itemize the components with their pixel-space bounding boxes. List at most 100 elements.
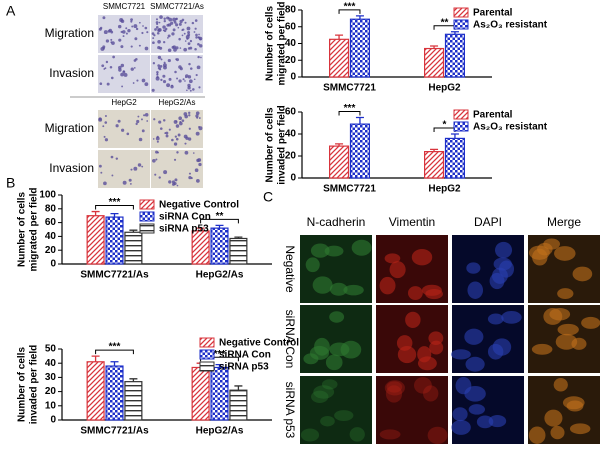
- error-bar: [234, 385, 243, 391]
- x-tick-label: SMMC7721: [323, 83, 376, 94]
- error-bar: [430, 148, 439, 152]
- y-tick-label: 20: [285, 55, 297, 66]
- y-tick-label: 100: [39, 190, 56, 201]
- significance-bracket: [95, 349, 134, 355]
- y-axis-label: Number of cells: [265, 6, 276, 81]
- legend-swatch: [453, 7, 469, 18]
- y-tick-label: 10: [45, 400, 57, 411]
- legend-label: siRNA Con: [219, 350, 271, 361]
- legend-label: Parental: [473, 110, 513, 121]
- significance-bracket: [95, 205, 134, 210]
- column-label: SMMC7721/As: [150, 2, 204, 11]
- y-axis-label: migrated per field: [29, 188, 40, 272]
- bar: [229, 237, 248, 265]
- x-tick-label: HepG2: [428, 184, 461, 195]
- significance-bracket: [338, 111, 361, 116]
- column-label: Merge: [547, 215, 581, 229]
- error-bar: [129, 229, 138, 233]
- legend-swatch: [453, 109, 469, 120]
- y-tick-label: 30: [45, 372, 57, 383]
- significance-bracket: [338, 9, 361, 14]
- row-label: Migration: [45, 121, 94, 135]
- y-tick-label: 60: [45, 217, 57, 228]
- legend-label: Negative Control: [219, 338, 299, 349]
- y-tick-label: 80: [45, 203, 57, 214]
- row-label: Invasion: [49, 66, 94, 80]
- panel-label: C: [263, 189, 273, 205]
- error-bar: [91, 210, 100, 216]
- legend-label: siRNA p53: [159, 224, 209, 235]
- error-bar: [215, 224, 224, 229]
- legend-swatch: [199, 361, 215, 372]
- significance-label: **: [216, 211, 224, 222]
- y-axis-label: migrated per field: [277, 2, 288, 86]
- error-bar: [110, 361, 119, 367]
- significance-label: ***: [344, 103, 356, 114]
- bar: [191, 366, 210, 421]
- y-axis-label: invaded per field: [29, 345, 40, 424]
- significance-label: ***: [344, 2, 356, 13]
- bar: [210, 227, 229, 265]
- bar: [444, 137, 465, 179]
- panel-label: B: [6, 175, 15, 191]
- error-bar: [110, 212, 119, 218]
- error-bar: [430, 45, 439, 49]
- row-label: siRNA Con: [283, 310, 297, 369]
- row-label: Invasion: [49, 161, 94, 175]
- micrograph: [300, 376, 372, 444]
- legend-label: siRNA p53: [219, 362, 269, 373]
- legend-swatch: [453, 19, 469, 30]
- bar: [124, 381, 143, 421]
- legend-label: As₂O₃ resistant: [473, 122, 548, 133]
- error-bar: [215, 363, 224, 368]
- bar: [86, 215, 105, 265]
- y-axis-label: Number of cells: [17, 347, 28, 422]
- y-tick-label: 0: [50, 259, 56, 270]
- legend-label: As₂O₃ resistant: [473, 20, 548, 31]
- y-tick-label: 0: [50, 415, 56, 426]
- y-tick-label: 20: [285, 151, 297, 162]
- x-tick-label: SMMC7721: [323, 184, 376, 195]
- y-tick-label: 0: [290, 72, 296, 83]
- bar: [86, 361, 105, 421]
- bar: [329, 38, 350, 78]
- legend-swatch: [199, 337, 215, 348]
- y-axis-label: invaded per field: [277, 105, 288, 184]
- y-tick-label: 40: [285, 38, 297, 49]
- y-axis-label: Number of cells: [17, 192, 28, 267]
- y-tick-label: 60: [285, 107, 297, 118]
- x-tick-label: SMMC7721/As: [80, 426, 149, 437]
- y-tick-label: 60: [285, 21, 297, 32]
- bar: [210, 366, 229, 421]
- legend-swatch: [139, 211, 155, 222]
- y-tick-label: 20: [45, 245, 57, 256]
- bar: [424, 47, 445, 78]
- bar: [349, 18, 370, 78]
- y-tick-label: 80: [285, 5, 297, 16]
- legend-label: Negative Control: [159, 200, 239, 211]
- error-bar: [450, 31, 459, 35]
- bar: [124, 231, 143, 265]
- y-tick-label: 40: [45, 358, 57, 369]
- y-tick-label: 20: [45, 386, 57, 397]
- legend-label: siRNA Con: [159, 212, 211, 223]
- column-label: N-cadherin: [307, 215, 366, 229]
- column-label: HepG2: [111, 98, 137, 107]
- error-bar: [335, 143, 344, 147]
- error-bar: [335, 34, 344, 40]
- bar: [349, 123, 370, 179]
- y-tick-label: 50: [45, 344, 57, 355]
- micrograph: [151, 150, 203, 188]
- row-label: Migration: [45, 26, 94, 40]
- x-tick-label: HepG2/As: [196, 426, 244, 437]
- legend-swatch: [199, 349, 215, 360]
- x-tick-label: SMMC7721/As: [80, 270, 149, 281]
- column-label: DAPI: [474, 215, 502, 229]
- legend-swatch: [139, 223, 155, 234]
- significance-label: **: [441, 17, 449, 28]
- error-bar: [355, 116, 364, 125]
- y-tick-label: 40: [285, 129, 297, 140]
- panel-label: A: [6, 3, 16, 19]
- bar: [424, 151, 445, 179]
